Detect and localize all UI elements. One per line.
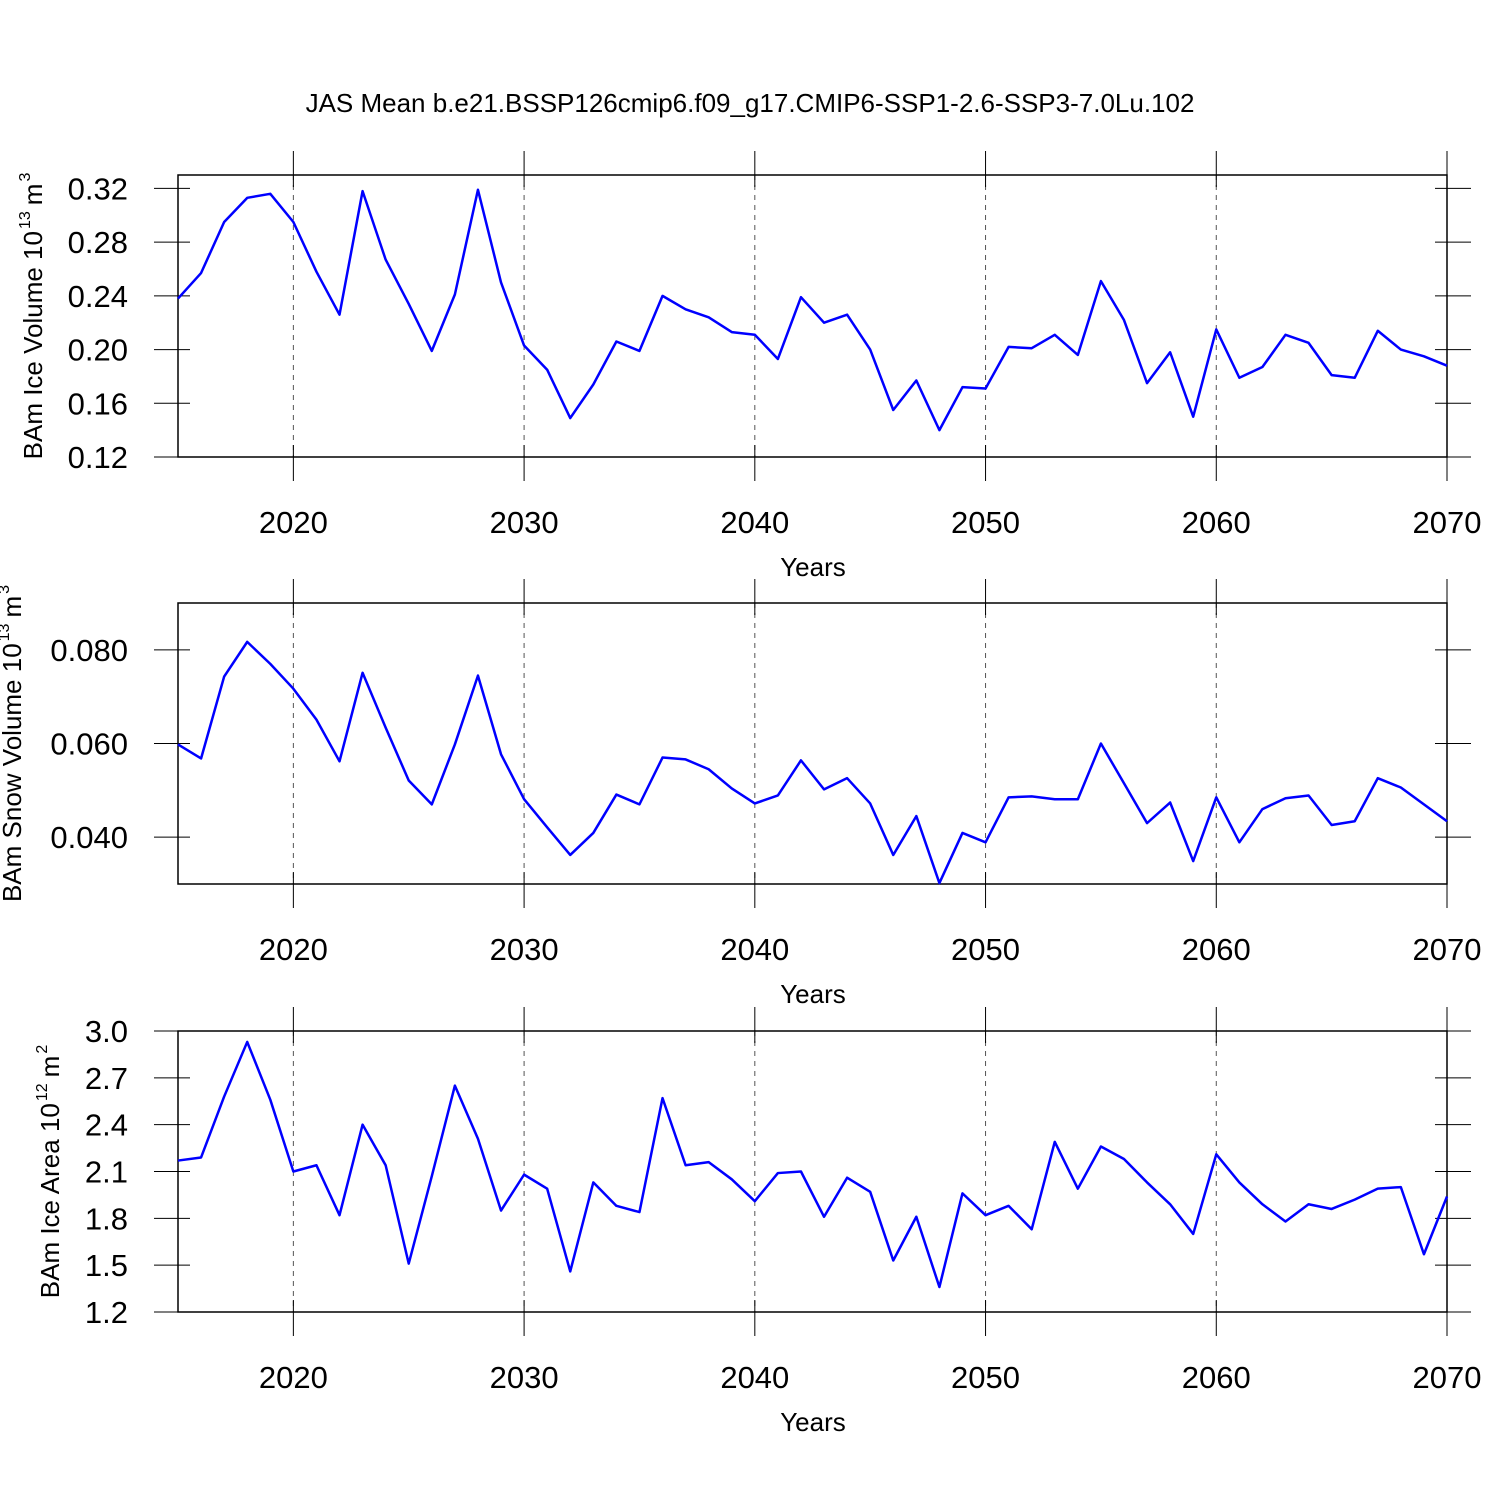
x-tick-label: 2070 xyxy=(1413,505,1482,540)
y-axis-label-exponent: 2 xyxy=(34,1045,51,1054)
y-axis-label-part: BAm Ice Volume 10 xyxy=(18,231,48,459)
y-axis-label: BAm Ice Volume 10 13 m 3 xyxy=(17,173,48,460)
x-tick-label: 2040 xyxy=(720,932,789,967)
data-line xyxy=(177,640,1448,885)
y-tick-label: 0.16 xyxy=(68,386,128,421)
y-axis-label: BAm Snow Volume 10 13 m 3 xyxy=(0,585,27,902)
x-tick-label: 2030 xyxy=(490,932,559,967)
y-tick-label: 0.12 xyxy=(68,440,128,475)
x-tick-label: 2040 xyxy=(720,505,789,540)
x-axis-label: Years xyxy=(780,1407,846,1437)
x-axis-label: Years xyxy=(780,979,846,1009)
y-tick-label: 0.060 xyxy=(50,727,128,762)
y-tick-label: 1.5 xyxy=(85,1248,128,1283)
y-axis-label-part: m xyxy=(35,1056,65,1078)
y-axis-label-exponent: 13 xyxy=(0,623,13,641)
y-tick-label: 0.24 xyxy=(68,279,128,314)
x-tick-label: 2020 xyxy=(259,1360,328,1395)
y-tick-label: 0.32 xyxy=(68,171,128,206)
x-tick-label: 2070 xyxy=(1413,1360,1482,1395)
y-axis-label-exponent: 13 xyxy=(17,211,34,229)
y-axis-label: BAm Ice Area 10 12 m 2 xyxy=(34,1045,65,1299)
y-axis-label-exponent: 12 xyxy=(34,1083,51,1101)
y-tick-label: 2.7 xyxy=(85,1061,128,1096)
x-tick-label: 2070 xyxy=(1413,932,1482,967)
x-tick-label: 2030 xyxy=(490,505,559,540)
x-tick-label: 2060 xyxy=(1182,932,1251,967)
x-tick-label: 2050 xyxy=(951,505,1020,540)
y-tick-label: 0.080 xyxy=(50,633,128,668)
y-tick-label: 0.20 xyxy=(68,333,128,368)
plot-frame xyxy=(177,602,1448,885)
data-line xyxy=(177,1040,1449,1289)
chart-title: JAS Mean b.e21.BSSP126cmip6.f09_g17.CMIP… xyxy=(306,88,1195,118)
x-tick-label: 2020 xyxy=(259,505,328,540)
y-axis-label-part: BAm Ice Area 10 xyxy=(35,1103,65,1298)
y-tick-label: 0.040 xyxy=(50,820,128,855)
x-tick-label: 2040 xyxy=(720,1360,789,1395)
y-tick-label: 1.2 xyxy=(85,1295,128,1330)
x-tick-label: 2060 xyxy=(1182,505,1251,540)
y-axis-label-part: m xyxy=(18,184,48,206)
y-tick-label: 2.1 xyxy=(85,1155,128,1190)
y-tick-label: 2.4 xyxy=(85,1108,128,1143)
x-tick-label: 2030 xyxy=(490,1360,559,1395)
y-axis-label-part: m xyxy=(0,596,27,618)
x-axis-label: Years xyxy=(780,552,846,582)
x-tick-label: 2020 xyxy=(259,932,328,967)
y-axis-label-part: BAm Snow Volume 10 xyxy=(0,643,27,902)
data-line xyxy=(177,188,1448,432)
y-tick-label: 0.28 xyxy=(68,225,128,260)
plot-frame xyxy=(177,174,1448,458)
y-tick-label: 3.0 xyxy=(85,1014,128,1049)
x-tick-label: 2050 xyxy=(951,1360,1020,1395)
x-tick-label: 2060 xyxy=(1182,1360,1251,1395)
y-axis-label-exponent: 3 xyxy=(0,585,13,594)
y-tick-label: 1.8 xyxy=(85,1201,128,1236)
x-tick-label: 2050 xyxy=(951,932,1020,967)
plot-frame xyxy=(177,1030,1448,1313)
y-axis-label-exponent: 3 xyxy=(17,173,34,182)
